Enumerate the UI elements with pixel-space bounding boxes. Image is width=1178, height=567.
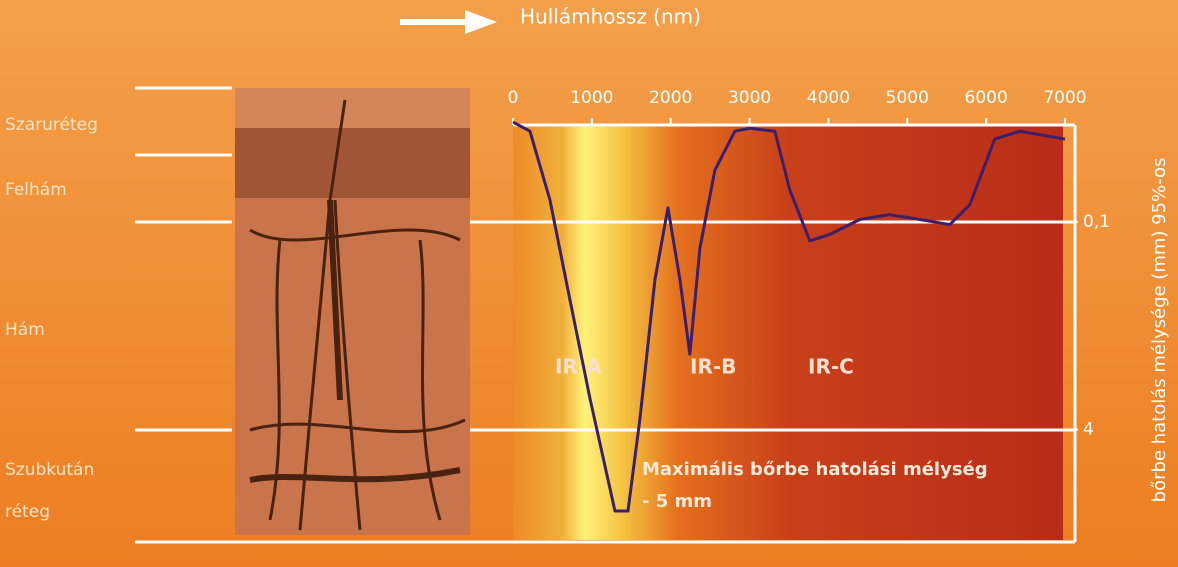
x-axis-label: Hullámhossz (nm) [520,5,701,29]
layer-label: Felhám [5,180,67,200]
y-tick-label: 4 [1083,420,1094,440]
x-tick-label: 2000 [649,88,692,108]
layer-label: Hám [5,320,45,340]
x-tick-label: 6000 [965,88,1008,108]
y-tick-label: 0,1 [1083,212,1110,232]
region-label: IR-B [690,355,736,379]
y-axis-label: bőrbe hatolás mélysége (mm) 95%-os [1149,158,1170,503]
x-tick-label: 3000 [728,88,771,108]
skin-illustration [235,88,470,535]
x-tick-label: 1000 [570,88,613,108]
layer-label: Szaruréteg [5,115,98,135]
x-tick-label: 7000 [1043,88,1086,108]
annotation: - 5 mm [642,491,712,512]
layer-label: réteg [5,502,50,522]
x-tick-label: 4000 [807,88,850,108]
annotation: Maximális bőrbe hatolási mélység [642,459,988,480]
x-tick-label: 5000 [886,88,929,108]
chart: Hullámhossz (nm) bőrbe hatolás mélysége … [0,0,1178,567]
region-label: IR-A [555,355,602,379]
region-label: IR-C [808,355,854,379]
layer-label: Szubkután [5,460,94,480]
x-tick-label: 0 [508,88,519,108]
